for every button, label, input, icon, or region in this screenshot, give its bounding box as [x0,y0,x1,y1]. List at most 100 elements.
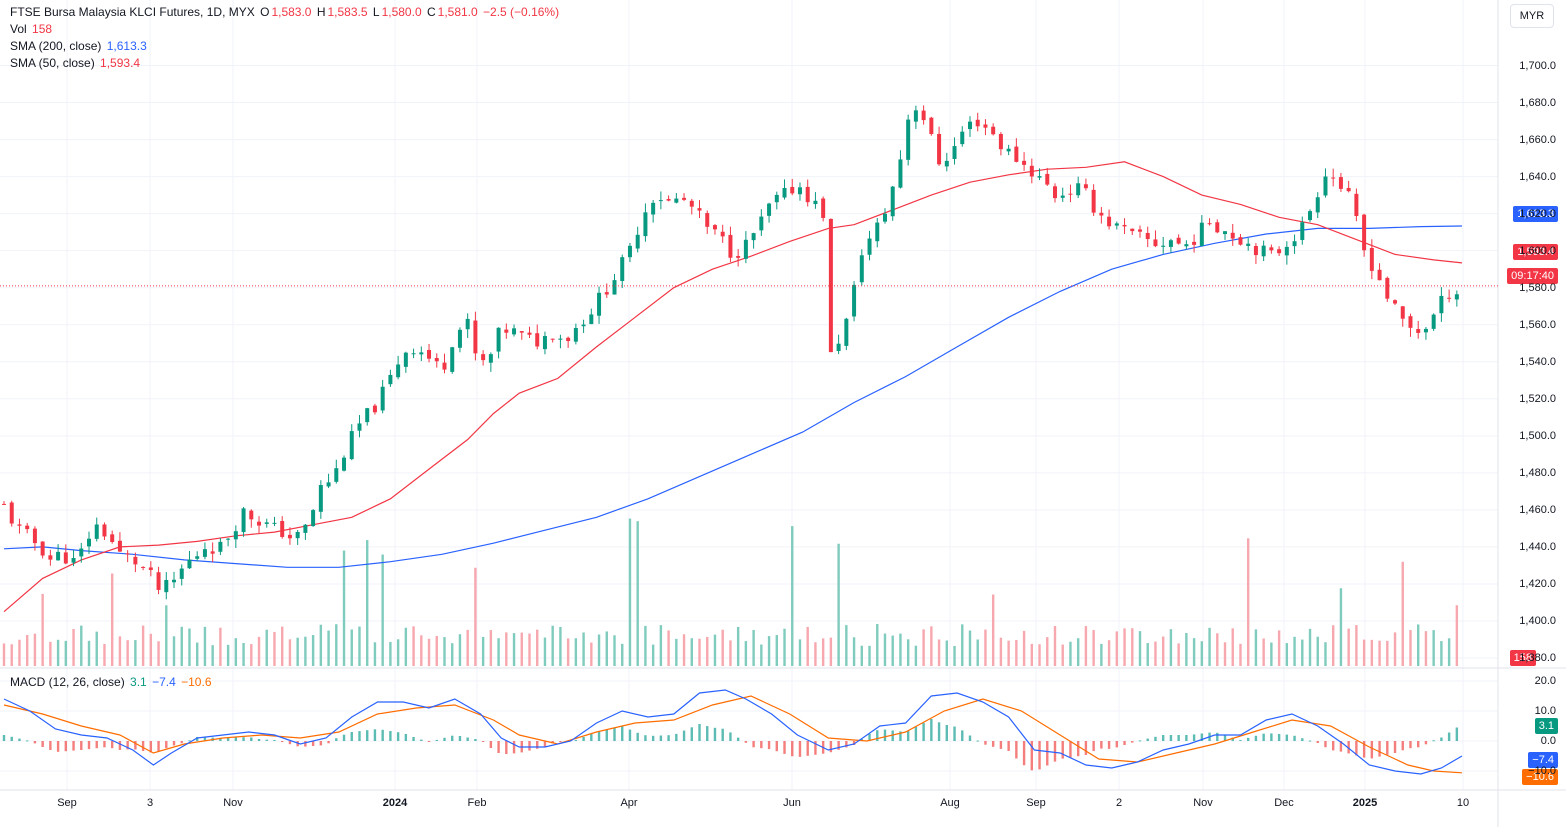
macd-histogram-bar [1030,741,1034,771]
candle-body [1199,222,1204,246]
volume-bar [505,632,508,666]
macd-histogram-bar [1370,741,1374,759]
macd-histogram-bar [1038,741,1041,770]
candle-body [326,482,331,487]
volume-legend[interactable]: Vol 158 [10,22,54,36]
price-axis-label: 1,580.0 [1519,281,1556,294]
candle-body [210,551,215,554]
macd-histogram-bar [319,741,323,746]
candle-body [1331,177,1336,179]
volume-bar [744,641,748,666]
volume-bar [945,640,949,666]
volume-bar [767,636,771,666]
macd-histogram-bar [891,730,894,741]
volume-bar [103,644,106,666]
candle-body [705,213,710,227]
volume-bar [311,635,315,666]
volume-bar [1161,636,1165,666]
candle-body [1261,245,1266,257]
volume-bar [281,626,284,666]
sma50-line [3,161,1463,613]
macd-signal-line [3,695,1463,774]
candle-body [1439,295,1444,314]
low-label: L [372,5,380,19]
candle-body [102,524,107,537]
macd-histogram-bar [350,732,353,741]
sma50-label: SMA (50, close) [10,56,95,70]
macd-histogram-bar [991,741,995,747]
volume-bar [64,640,68,666]
candle-body [535,333,540,347]
macd-hist-tag: 3.1 [1534,718,1558,734]
volume-bar [837,543,840,666]
symbol-title: FTSE Bursa Malaysia KLCI Futures, 1D, MY… [10,5,255,19]
macd-histogram-bar [80,741,83,750]
volume-bar [1053,625,1057,666]
volume-bar [883,633,887,666]
volume-bar [891,635,894,666]
macd-axis-label: −10.0 [1528,765,1556,777]
macd-histogram-bar [698,724,701,741]
candle-body [504,329,509,333]
volume-bar [435,635,438,666]
candle-body [1408,316,1413,328]
candle-body [736,256,741,258]
price-axis-label: 1,480.0 [1519,466,1556,479]
candle-body [365,408,370,423]
candle-body [998,133,1003,150]
volume-bar [110,573,114,666]
volume-bar [1200,641,1204,666]
macd-histogram-bar [1115,741,1119,748]
macd-histogram-bar [1092,741,1095,752]
sma200-legend[interactable]: SMA (200, close) 1,613.3 [10,39,149,53]
macd-histogram-bar [1285,734,1289,741]
volume-bar [141,625,145,666]
volume-bar [961,624,964,666]
candle-body [1400,306,1405,319]
volume-bar [690,638,693,666]
candle-body [94,524,99,539]
candle-body [110,534,115,542]
macd-histogram-bar [1053,741,1057,762]
currency-button[interactable]: MYR [1510,4,1554,28]
volume-bar [1092,630,1095,666]
macd-hist-value: 3.1 [130,675,147,689]
candle-body [805,186,810,203]
volume-bar [1123,628,1126,666]
volume-bar [481,636,485,666]
volume-bar [1393,632,1397,666]
macd-legend[interactable]: MACD (12, 26, close) 3.1 −7.4 −10.6 [10,675,214,689]
macd-histogram-bar [1277,734,1281,741]
volume-bar [520,632,523,666]
macd-histogram-bar [937,722,941,741]
sma50-legend[interactable]: SMA (50, close) 1,593.4 [10,56,142,70]
macd-histogram-bar [636,732,639,741]
candle-body [790,186,795,194]
macd-histogram-bar [1223,735,1227,741]
candle-body [249,510,254,520]
candle-body [32,528,37,544]
volume-bar [1107,640,1111,666]
macd-histogram-bar [930,719,933,741]
macd-histogram-bar [1332,741,1335,751]
price-axis-label: 1,640.0 [1519,170,1556,183]
candle-body [527,332,532,335]
macd-histogram-bar [914,726,918,741]
candle-body [241,508,246,533]
volume-bar [736,626,740,666]
candle-body [882,213,887,222]
volume-bar [497,638,500,666]
volume-bar [937,639,941,666]
candle-body [1083,184,1088,189]
candle-body [1338,177,1343,189]
volume-bar [953,645,956,666]
volume-bar [1015,639,1018,666]
symbol-legend[interactable]: FTSE Bursa Malaysia KLCI Futures, 1D, MY… [10,5,561,19]
volume-bar [1169,629,1173,666]
candle-body [1292,241,1297,247]
candle-body [1377,269,1382,281]
volume-bar [134,640,137,666]
macd-histogram-bar [1262,733,1265,741]
volume-bar [752,629,755,666]
